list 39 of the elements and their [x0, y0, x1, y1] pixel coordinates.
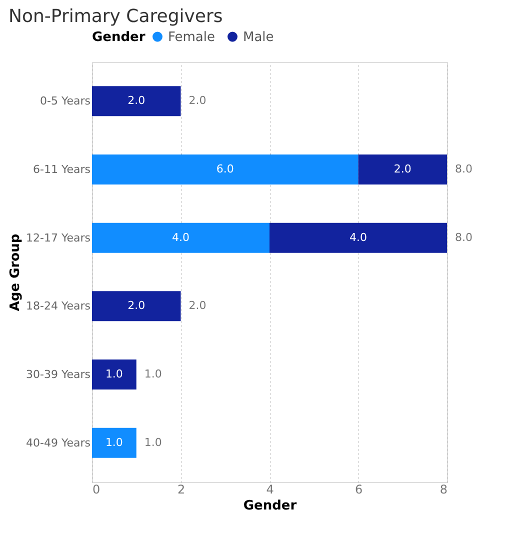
legend-title: Gender: [92, 30, 146, 45]
x-axis-title: Gender: [243, 498, 298, 514]
y-tick-label: 18-24 Years: [26, 300, 91, 313]
y-tick-label: 0-5 Years: [40, 94, 91, 108]
bar: [270, 222, 447, 253]
data-label: 2.0: [128, 94, 146, 108]
x-tick-label: 8: [440, 482, 448, 496]
y-tick-label: 40-49 Years: [26, 436, 91, 450]
bar: [92, 86, 181, 116]
data-label: 1.0: [105, 368, 123, 380]
total-label: 1.0: [144, 368, 162, 380]
x-tick-label: 6: [354, 482, 363, 496]
total-label: 8.0: [455, 230, 472, 244]
x-tick-label: 0: [92, 482, 100, 496]
x-tick-label: 4: [266, 482, 274, 496]
data-label: 1.0: [105, 436, 123, 449]
legend-label: Male: [243, 30, 274, 45]
total-label: 8.0: [455, 162, 472, 176]
data-label: 6.0: [216, 162, 234, 176]
data-label: 2.0: [394, 162, 412, 176]
y-axis-title: Age Group: [8, 234, 24, 312]
total-label: 2.0: [188, 94, 206, 108]
data-label: 4.0: [172, 230, 190, 244]
chart-title: Non-Primary Caregivers: [8, 6, 223, 27]
bar: [92, 291, 181, 322]
x-tick-label: 2: [177, 482, 186, 496]
total-label: 2.0: [188, 299, 206, 312]
bar: [92, 222, 270, 253]
data-label: 4.0: [350, 230, 367, 244]
legend-label: Female: [168, 30, 216, 45]
total-label: 1.0: [144, 436, 162, 449]
bar: [358, 154, 447, 184]
y-tick-label: 6-11 Years: [33, 163, 91, 176]
bar: [92, 360, 136, 390]
data-label: 2.0: [128, 299, 146, 312]
y-tick-label: 12-17 Years: [26, 231, 91, 244]
bar: [92, 154, 358, 184]
y-tick-label: 30-39 Years: [26, 368, 91, 381]
bar: [92, 428, 136, 458]
